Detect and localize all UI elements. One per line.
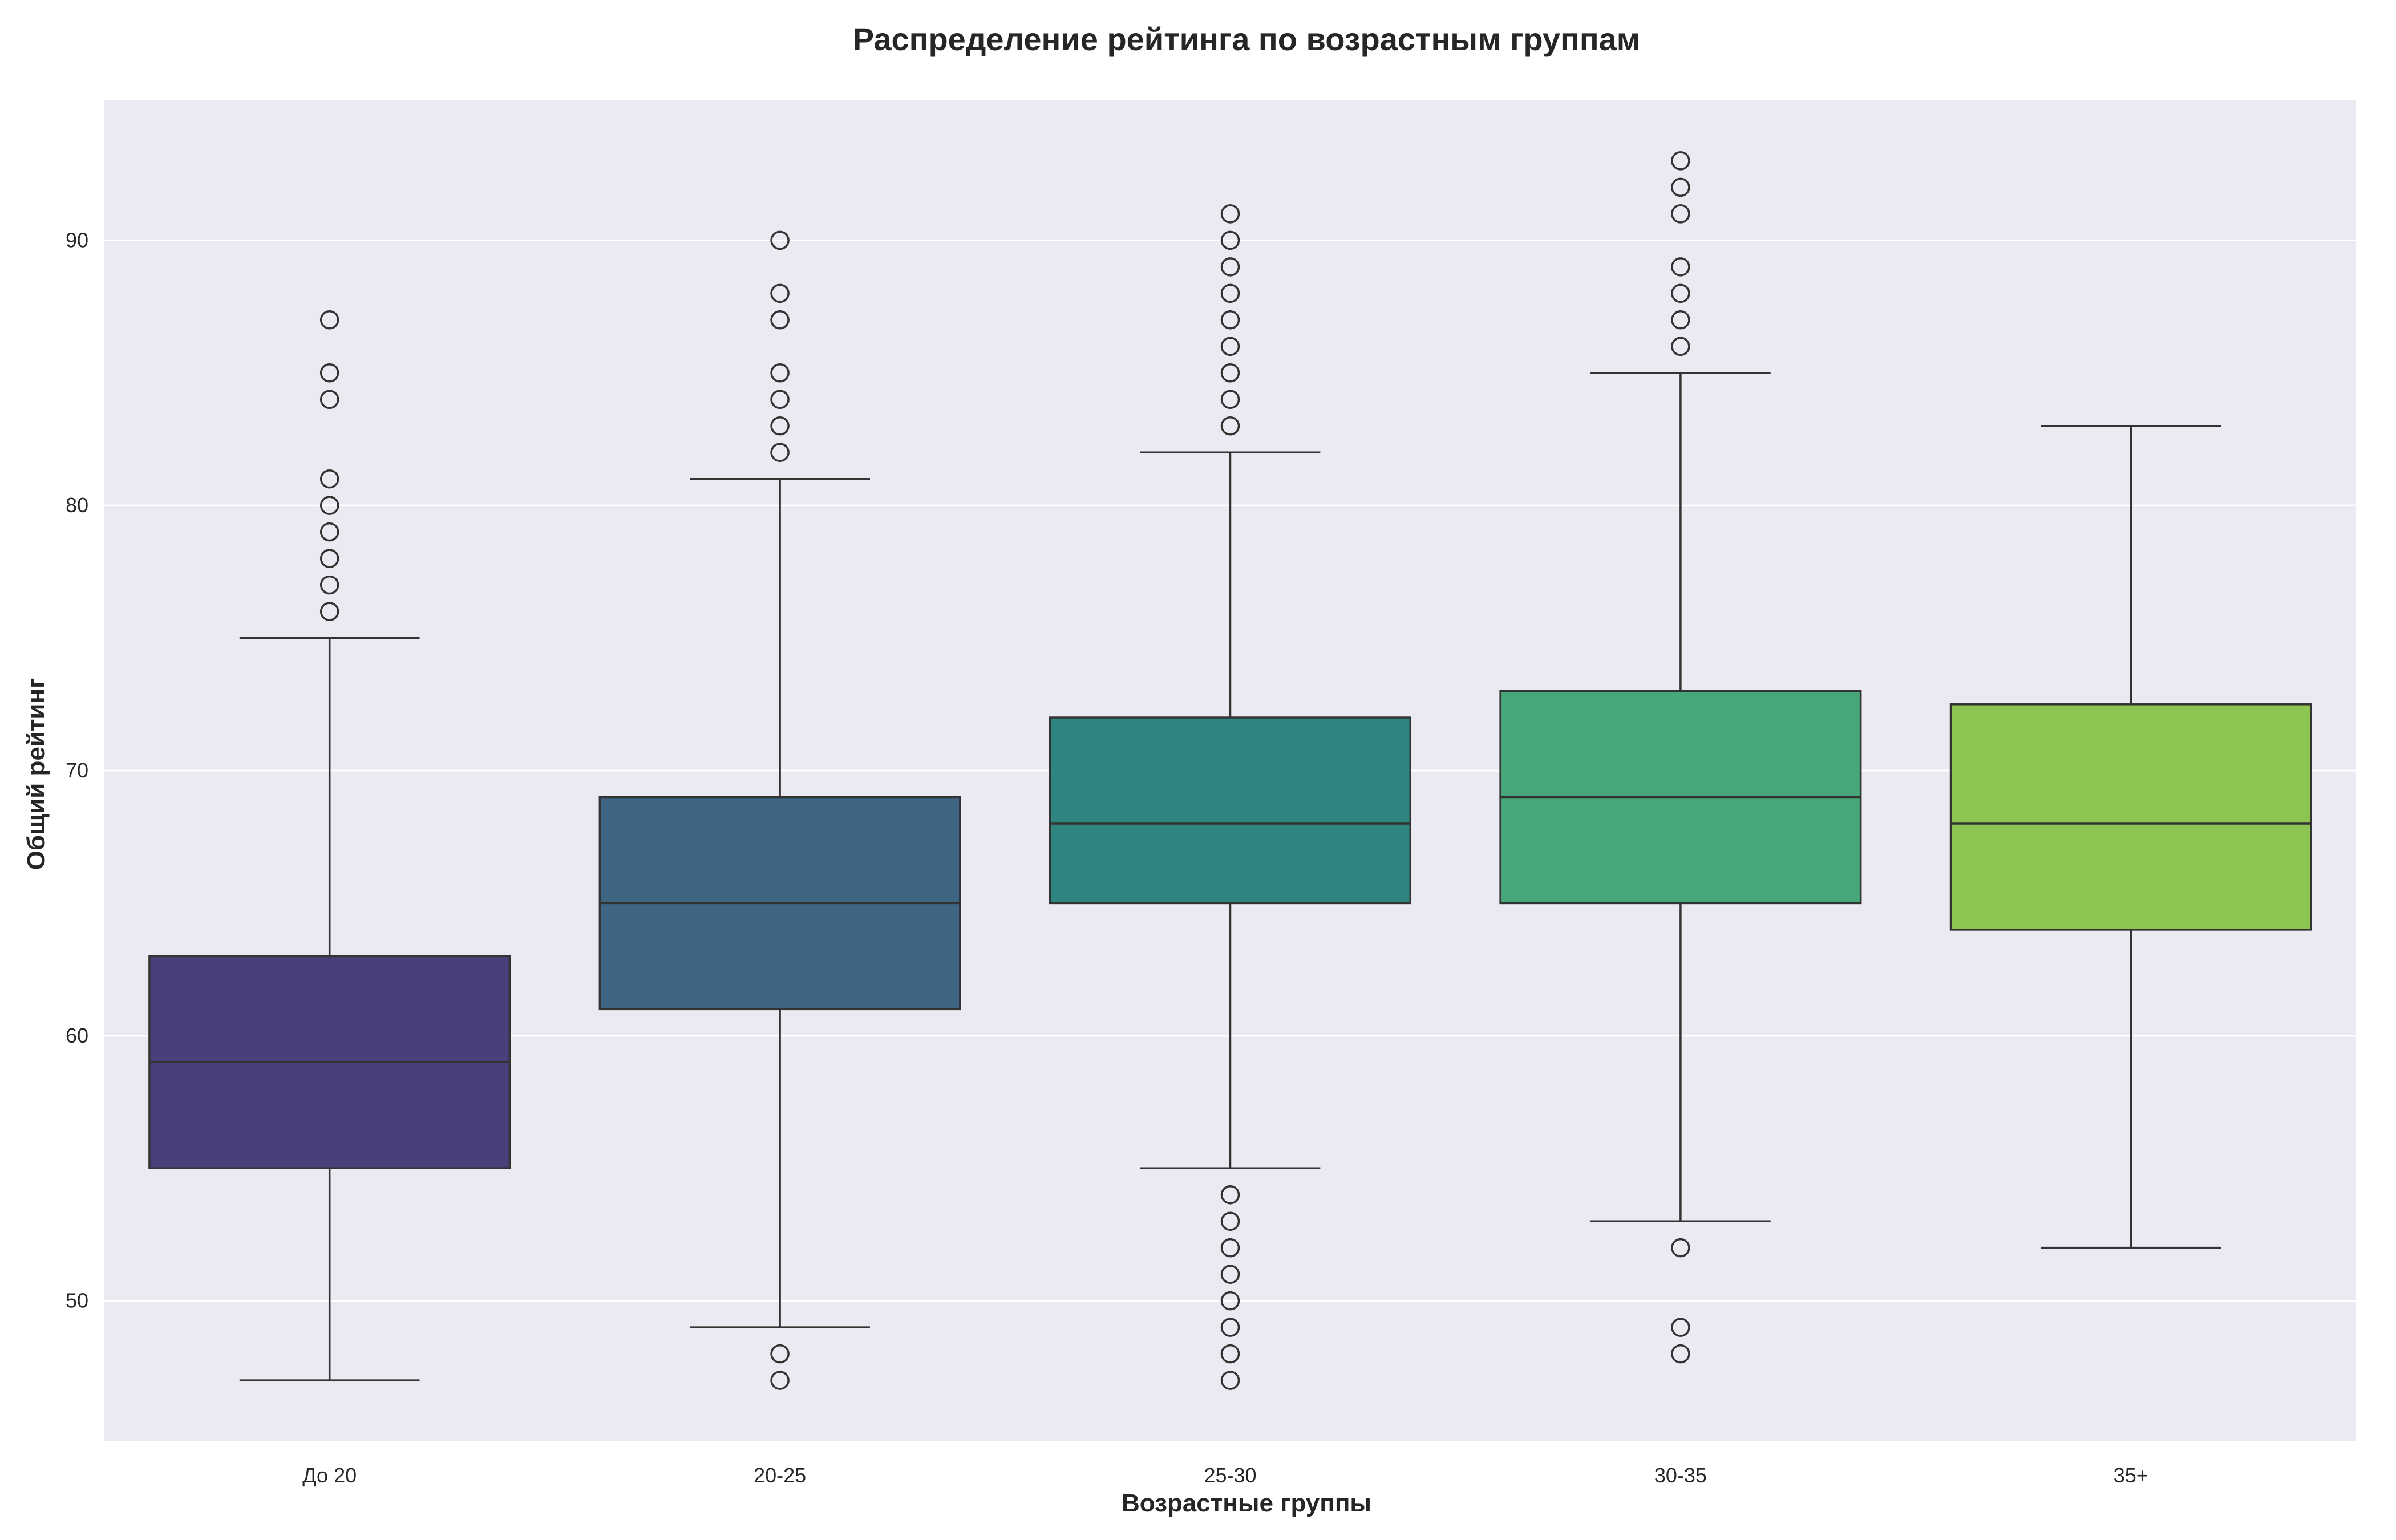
outlier-point [319, 469, 339, 489]
outlier-point [770, 1344, 790, 1364]
x-tick-label: 30-35 [1654, 1464, 1707, 1487]
outlier-point [319, 496, 339, 515]
outlier-point [1671, 177, 1690, 197]
outlier-point [1671, 310, 1690, 330]
outlier-point [1671, 1344, 1690, 1364]
outlier-point [1671, 151, 1690, 171]
box-iqr [1049, 716, 1412, 905]
outlier-point [1671, 204, 1690, 224]
outlier-point [1220, 1318, 1240, 1337]
outlier-point [770, 1371, 790, 1390]
box-group [1049, 204, 1412, 1390]
box-series [148, 151, 2312, 1390]
outlier-point [770, 283, 790, 303]
outlier-point [1220, 1265, 1240, 1284]
box-group [598, 230, 961, 1390]
outlier-point [319, 522, 339, 542]
outlier-point [1220, 1371, 1240, 1390]
outlier-point [1220, 390, 1240, 409]
outlier-point [770, 230, 790, 250]
outlier-point [1671, 337, 1690, 356]
box-iqr [1949, 703, 2312, 931]
outlier-point [770, 416, 790, 436]
y-tick-label: 90 [66, 228, 88, 252]
outlier-point [1220, 1344, 1240, 1364]
outlier-point [319, 310, 339, 330]
outlier-point [1220, 310, 1240, 330]
outlier-point [319, 363, 339, 383]
outlier-point [1671, 283, 1690, 303]
x-axis-label: Возрастные группы [1122, 1489, 1371, 1517]
y-axis-label: Общий рейтинг [22, 678, 50, 870]
outlier-point [770, 390, 790, 409]
outlier-point [319, 390, 339, 409]
outlier-point [1220, 416, 1240, 436]
x-tick-label: 20-25 [754, 1464, 806, 1487]
y-tick-label: 80 [66, 493, 88, 517]
outlier-point [1671, 1318, 1690, 1337]
outlier-point [1220, 257, 1240, 277]
chart-title: Распределение рейтинга по возрастным гру… [853, 21, 1640, 57]
outlier-point [1220, 363, 1240, 383]
box-group [1949, 424, 2312, 1249]
x-tick-label: До 20 [302, 1464, 357, 1487]
outlier-point [770, 310, 790, 330]
outlier-point [319, 549, 339, 568]
outlier-point [1220, 283, 1240, 303]
outlier-point [1220, 230, 1240, 250]
outlier-point [770, 443, 790, 462]
outlier-point [1220, 204, 1240, 224]
box-group [1499, 151, 1862, 1364]
x-tick-label: 25-30 [1204, 1464, 1256, 1487]
outlier-point [1220, 1185, 1240, 1205]
x-axis-ticks: До 20 20-25 25-30 30-35 35+ [302, 1464, 2148, 1487]
outlier-point [770, 363, 790, 383]
y-tick-label: 50 [66, 1289, 88, 1312]
outlier-point [1220, 337, 1240, 356]
outlier-point [1220, 1291, 1240, 1311]
y-tick-label: 60 [66, 1024, 88, 1047]
y-axis-ticks: 50 60 70 80 90 [66, 228, 88, 1312]
box-group [148, 310, 511, 1381]
outlier-point [1671, 1238, 1690, 1258]
outlier-point [1220, 1211, 1240, 1231]
x-tick-label: 35+ [2114, 1464, 2148, 1487]
outlier-point [319, 575, 339, 595]
outlier-point [1220, 1238, 1240, 1258]
y-tick-label: 70 [66, 759, 88, 782]
outlier-point [319, 602, 339, 621]
outlier-point [1671, 257, 1690, 277]
